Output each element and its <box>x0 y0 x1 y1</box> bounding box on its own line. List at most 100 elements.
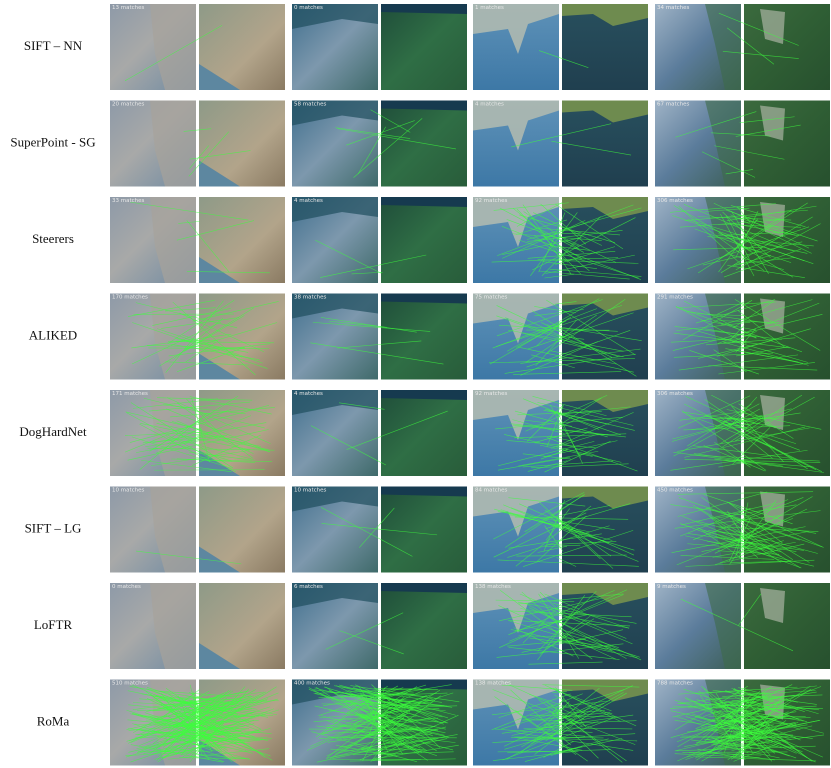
match-line <box>531 463 629 469</box>
match-line <box>347 711 445 736</box>
match-line <box>552 602 630 629</box>
image-pair: 450 matches <box>655 486 830 573</box>
match-line <box>521 591 578 643</box>
match-line <box>508 619 631 627</box>
match-line <box>539 444 593 457</box>
match-line <box>716 328 811 357</box>
match-line <box>521 332 624 358</box>
match-line <box>683 425 791 431</box>
match-line <box>720 734 825 750</box>
match-line <box>723 342 809 366</box>
match-line <box>174 746 225 762</box>
match-line <box>353 751 454 756</box>
image-pair: 75 matches <box>473 293 648 380</box>
match-line <box>527 251 616 259</box>
match-line <box>507 525 610 558</box>
match-line <box>495 599 575 602</box>
match-line <box>527 460 568 472</box>
match-line <box>505 494 585 548</box>
match-count: 138 matches <box>475 681 511 687</box>
match-line <box>307 701 413 751</box>
match-line <box>178 708 253 714</box>
image-pair: 171 matches <box>110 390 285 476</box>
match-line <box>687 226 810 270</box>
match-line <box>679 523 802 569</box>
match-line <box>555 687 587 729</box>
match-line <box>518 601 637 624</box>
match-line <box>502 220 586 259</box>
match-line <box>528 661 603 665</box>
match-line <box>704 738 779 753</box>
match-line <box>347 699 446 712</box>
match-line <box>508 590 615 636</box>
match-line <box>169 407 275 418</box>
match-line <box>550 692 627 738</box>
match-line <box>507 298 600 352</box>
match-line <box>535 319 577 366</box>
match-line <box>319 707 440 719</box>
match-line <box>678 354 799 371</box>
match-line <box>532 217 636 271</box>
satellite-images <box>110 293 285 380</box>
match-count: 306 matches <box>657 198 693 204</box>
match-count: 6 matches <box>294 584 323 590</box>
match-line <box>684 697 823 758</box>
image-pair: 0 matches <box>110 583 285 669</box>
match-line <box>550 350 617 365</box>
match-line <box>677 491 768 517</box>
match-count: 4 matches <box>294 391 323 397</box>
match-count: 450 matches <box>657 488 693 494</box>
image-pair: 38 matches <box>292 293 467 380</box>
match-line <box>714 458 752 465</box>
match-line <box>131 436 232 469</box>
match-line <box>704 530 782 553</box>
match-line <box>132 398 219 409</box>
match-count: 171 matches <box>112 391 148 397</box>
match-line <box>539 702 605 728</box>
match-line <box>512 207 590 272</box>
match-line <box>340 698 420 754</box>
satellite-images <box>655 4 830 90</box>
match-line <box>727 265 805 278</box>
match-line <box>544 408 635 431</box>
match-line <box>718 12 799 46</box>
match-line <box>167 343 260 361</box>
match-line <box>678 205 745 268</box>
match-line <box>536 706 565 727</box>
match-line <box>152 422 267 443</box>
match-line <box>176 458 256 463</box>
match-line <box>528 607 642 661</box>
match-line <box>508 497 586 507</box>
match-line <box>502 237 582 255</box>
match-line <box>326 717 404 757</box>
match-line <box>537 595 586 661</box>
match-line <box>167 397 271 444</box>
match-line <box>326 696 405 758</box>
match-line <box>730 560 792 564</box>
match-line <box>164 307 216 312</box>
match-line <box>370 109 411 133</box>
match-line <box>701 691 817 710</box>
match-line <box>696 520 818 554</box>
image-pair: 58 matches <box>292 100 467 187</box>
match-count: 0 matches <box>294 5 323 11</box>
match-line <box>133 690 210 733</box>
match-line <box>543 440 618 458</box>
match-line <box>157 690 250 709</box>
match-line <box>152 712 254 749</box>
match-line <box>180 722 260 741</box>
match-line <box>500 509 635 551</box>
match-line <box>166 427 202 445</box>
match-line <box>132 322 268 369</box>
match-line <box>734 396 815 442</box>
match-count: 13 matches <box>112 5 145 11</box>
match-line <box>498 693 571 719</box>
match-line <box>139 423 211 462</box>
match-line <box>489 316 572 365</box>
match-line <box>697 330 809 363</box>
match-line <box>550 704 623 763</box>
match-line <box>154 697 253 720</box>
match-line <box>492 733 636 743</box>
match-line <box>726 205 817 221</box>
match-line <box>312 322 431 332</box>
